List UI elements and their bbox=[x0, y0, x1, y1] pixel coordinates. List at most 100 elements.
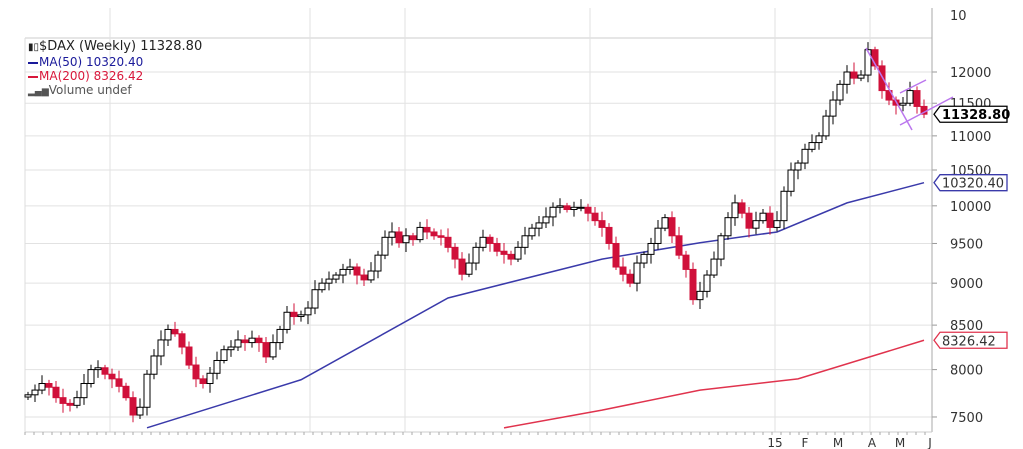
candle-up bbox=[696, 290, 704, 301]
candle-up bbox=[640, 253, 648, 264]
candle-up bbox=[815, 135, 823, 144]
candle-up bbox=[24, 394, 32, 398]
candle-down bbox=[115, 378, 123, 387]
candle-up bbox=[703, 274, 711, 292]
candle-down bbox=[255, 337, 263, 344]
candle-down bbox=[584, 206, 592, 214]
candle-up bbox=[332, 274, 340, 280]
candle-down bbox=[682, 254, 690, 270]
candle-up bbox=[31, 389, 39, 396]
candle-down bbox=[178, 333, 186, 348]
candle-up bbox=[269, 342, 277, 358]
candle-up bbox=[731, 202, 739, 219]
trendline bbox=[899, 79, 927, 94]
candle-down bbox=[626, 273, 634, 284]
candle-up bbox=[528, 227, 536, 237]
candle-down bbox=[451, 246, 459, 260]
candle-up bbox=[479, 236, 487, 248]
trendline bbox=[865, 47, 913, 131]
candle-up bbox=[346, 266, 354, 270]
candle-up bbox=[654, 227, 662, 244]
ma200-line bbox=[503, 339, 925, 429]
candle-down bbox=[423, 226, 431, 233]
candle-up bbox=[402, 235, 410, 244]
legend-ma50: MA(50) 10320.40 bbox=[28, 55, 202, 69]
candle-down bbox=[360, 274, 368, 281]
candle-down bbox=[45, 383, 53, 388]
candle-down bbox=[675, 235, 683, 256]
candle-down bbox=[52, 386, 60, 399]
candle-up bbox=[248, 337, 256, 344]
ma50-last-box bbox=[933, 174, 1008, 192]
candle-up bbox=[759, 212, 767, 222]
candle-up bbox=[521, 235, 529, 248]
candle-up bbox=[857, 74, 865, 79]
candle-down bbox=[738, 202, 746, 214]
y-tick-label: 9500 bbox=[950, 237, 983, 252]
candle-up bbox=[297, 314, 305, 318]
candle-up bbox=[836, 83, 844, 101]
candle-up bbox=[38, 383, 46, 391]
candle-down bbox=[850, 71, 858, 79]
candle-down bbox=[598, 220, 606, 228]
candle-up bbox=[535, 222, 543, 229]
candle-down bbox=[745, 212, 753, 229]
candle-down bbox=[563, 205, 571, 211]
candle-up bbox=[318, 282, 326, 291]
candle-down bbox=[430, 231, 438, 237]
legend-ma200: MA(200) 8326.42 bbox=[28, 69, 202, 83]
price-last-label: 11328.80 bbox=[942, 108, 1010, 123]
candle-up bbox=[304, 307, 312, 316]
candle-down bbox=[241, 339, 249, 344]
candle-down bbox=[458, 258, 466, 275]
candle-down bbox=[290, 311, 298, 318]
candle-up bbox=[906, 90, 914, 104]
candle-up bbox=[157, 339, 165, 357]
candle-up bbox=[136, 406, 144, 416]
candle-up bbox=[416, 226, 424, 241]
candle-down bbox=[486, 236, 494, 244]
candle-up bbox=[864, 49, 872, 76]
candle-down bbox=[395, 231, 403, 244]
candle-up bbox=[472, 246, 480, 264]
candle-down bbox=[591, 212, 599, 222]
candle-up bbox=[143, 373, 151, 408]
candle-down bbox=[129, 397, 137, 416]
y-tick-label: 12000 bbox=[950, 66, 991, 81]
y-tick-label: 11000 bbox=[950, 130, 991, 145]
candle-up bbox=[787, 169, 795, 192]
candle-down bbox=[668, 217, 676, 237]
candle-up bbox=[794, 162, 802, 171]
x-tick-label: 15 bbox=[767, 436, 782, 449]
candle-up bbox=[577, 206, 585, 209]
x-tick-label: F bbox=[802, 436, 809, 449]
candle-up bbox=[80, 383, 88, 399]
candle-up bbox=[381, 236, 389, 256]
candle-down bbox=[192, 364, 200, 380]
candle-down bbox=[612, 242, 620, 268]
x-tick-label: M bbox=[833, 436, 843, 449]
candle-up bbox=[801, 148, 809, 164]
candle-down bbox=[409, 235, 417, 241]
candle-up bbox=[164, 328, 172, 341]
trendline bbox=[899, 96, 954, 126]
candle-up bbox=[283, 311, 291, 330]
candle-up bbox=[899, 102, 907, 106]
candle-up bbox=[339, 268, 347, 276]
candle-down bbox=[59, 397, 67, 404]
y-tick-label: 10 bbox=[950, 9, 967, 24]
candle-down bbox=[500, 250, 508, 255]
y-tick-label: 8500 bbox=[950, 319, 983, 334]
ma200-last-box bbox=[933, 331, 1008, 349]
candle-up bbox=[773, 220, 781, 228]
candle-down bbox=[444, 236, 452, 248]
legend-main: ▮▯$DAX (Weekly) 11328.80 bbox=[28, 39, 203, 54]
candle-up bbox=[514, 246, 522, 260]
ma200-last-label: 8326.42 bbox=[942, 334, 996, 349]
candle-down bbox=[101, 367, 109, 375]
candle-up bbox=[570, 206, 578, 211]
candle-up bbox=[276, 328, 284, 344]
candle-up bbox=[374, 254, 382, 272]
candle-up bbox=[367, 270, 375, 281]
